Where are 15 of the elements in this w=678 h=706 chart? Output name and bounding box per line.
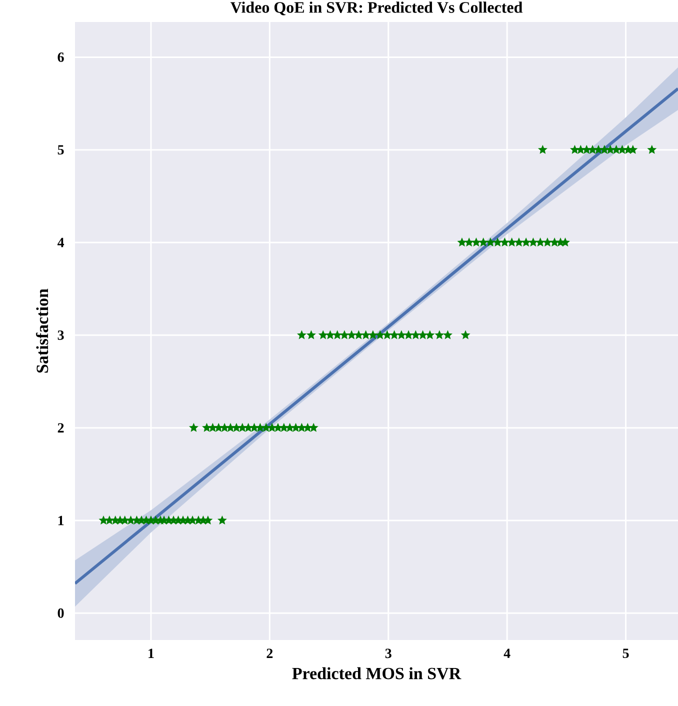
x-tick-label: 5: [622, 648, 629, 658]
y-tick-label: 4: [57, 238, 64, 248]
x-tick-label: 3: [385, 648, 392, 658]
y-tick-label: 5: [58, 145, 64, 155]
y-tick-label: 6: [58, 52, 64, 62]
x-axis-title: Predicted MOS in SVR: [292, 667, 462, 680]
x-tick-label: 1: [148, 648, 154, 658]
y-tick-label: 0: [58, 608, 64, 618]
x-tick-label: 2: [266, 648, 273, 658]
chart-title: Video QoE in SVR: Predicted Vs Collected: [230, 2, 523, 16]
x-tick-label: 4: [504, 648, 510, 658]
y-axis-title: Satisfaction: [36, 288, 48, 373]
y-tick-label: 2: [58, 423, 64, 432]
y-tick-label: 3: [58, 330, 64, 340]
y-tick-label: 1: [58, 516, 64, 526]
